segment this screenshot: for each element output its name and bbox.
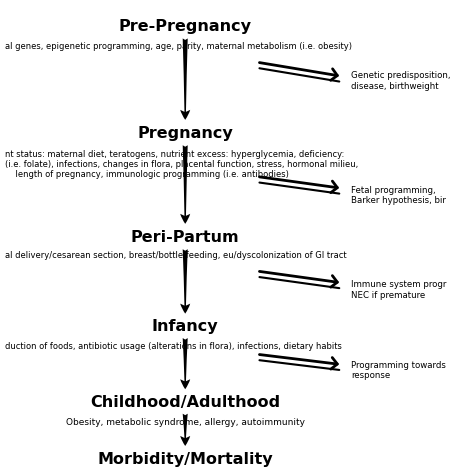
- Text: Genetic predisposition,
disease, birthweight: Genetic predisposition, disease, birthwe…: [351, 72, 451, 91]
- Text: al delivery/cesarean section, breast/bottle feeding, eu/dyscolonization of GI tr: al delivery/cesarean section, breast/bot…: [5, 251, 347, 260]
- Text: Childhood/Adulthood: Childhood/Adulthood: [90, 395, 280, 410]
- Text: duction of foods, antibiotic usage (alterations in flora), infections, dietary h: duction of foods, antibiotic usage (alte…: [5, 342, 342, 351]
- Text: Fetal programming,
Barker hypothesis, bir: Fetal programming, Barker hypothesis, bi…: [351, 186, 446, 205]
- Text: Programming towards
response: Programming towards response: [351, 361, 446, 380]
- Text: Pregnancy: Pregnancy: [137, 126, 233, 140]
- Text: Morbidity/Mortality: Morbidity/Mortality: [97, 452, 273, 466]
- Text: Peri-Partum: Peri-Partum: [131, 229, 239, 245]
- Text: nt status: maternal diet, teratogens, nutrient excess: hyperglycemia, deficiency: nt status: maternal diet, teratogens, nu…: [5, 150, 358, 179]
- Text: al genes, epigenetic programming, age, parity, maternal metabolism (i.e. obesity: al genes, epigenetic programming, age, p…: [5, 42, 352, 51]
- Text: Obesity, metabolic syndrome, allergy, autoimmunity: Obesity, metabolic syndrome, allergy, au…: [66, 418, 305, 427]
- Text: Pre-Pregnancy: Pre-Pregnancy: [118, 19, 252, 34]
- Text: Infancy: Infancy: [152, 319, 219, 334]
- Text: Immune system progr
NEC if premature: Immune system progr NEC if premature: [351, 280, 447, 300]
